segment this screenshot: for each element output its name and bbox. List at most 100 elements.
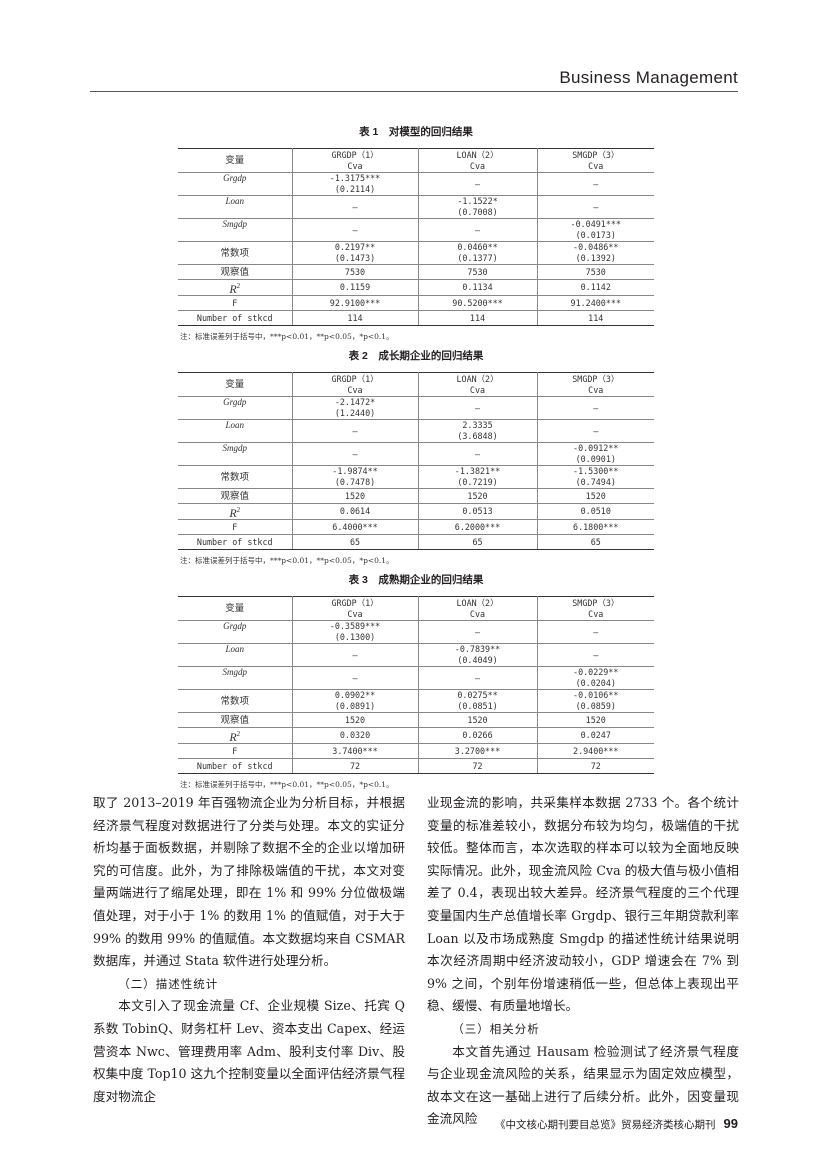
row-label: R2: [178, 503, 293, 520]
table-cell: 6.1800***: [536, 519, 654, 535]
column-header: LOAN（2） Cva: [417, 372, 538, 397]
table-cell: –: [291, 666, 419, 690]
paragraph: 业现金流的影响，共采集样本数据 2733 个。各个统计变量的标准差较小，数据分布…: [427, 795, 739, 1014]
table-cell: 0.1134: [417, 279, 538, 296]
r-squared-label: R: [229, 281, 237, 296]
table-caption: 表 3 成熟期企业的回归结果: [348, 574, 484, 586]
table-cell: 7530: [291, 264, 419, 280]
journal-section-title: Business Management: [559, 68, 738, 87]
table-cell: -1.5300** (0.7494): [536, 465, 654, 489]
row-label: Grgdp: [178, 620, 293, 644]
column-header: GRGDP（1） Cva: [291, 596, 419, 621]
table-cell: –: [417, 396, 538, 420]
column-header: SMGDP（3） Cva: [536, 596, 654, 621]
table-row: Smgdp – – -0.0229** (0.0204): [178, 666, 654, 690]
row-label: Grgdp: [178, 396, 293, 420]
table-cell: 3.7400***: [291, 743, 419, 759]
row-label: Number of stkcd: [178, 534, 293, 550]
table-cell: -1.3821** (0.7219): [417, 465, 538, 489]
table-cell: 1520: [417, 488, 538, 504]
table-row: Smgdp – – -0.0912** (0.0901): [178, 442, 654, 466]
row-label: F: [178, 519, 293, 535]
table-cell: -0.7839** (0.4049): [417, 643, 538, 667]
table-row: Loan – -1.1522* (0.7008) –: [178, 195, 654, 219]
column-header: 变量: [178, 148, 293, 173]
table-cell: -0.0912** (0.0901): [536, 442, 654, 466]
table-row: 观察值 1520 1520 1520: [178, 488, 654, 504]
table-cell: 0.0510: [536, 503, 654, 520]
table-cell: –: [417, 666, 538, 690]
regression-table: 变量 GRGDP（1） Cva LOAN（2） Cva SMGDP（3） Cva Grg…: [178, 596, 654, 774]
superscript: 2: [236, 281, 241, 290]
row-label: R2: [178, 727, 293, 744]
table-row: 常数项 0.0902** (0.0891) 0.0275** (0.0851) -0.…: [178, 689, 654, 713]
table-cell: 0.0320: [291, 727, 419, 744]
table-row: R2 0.1159 0.1134 0.1142: [178, 279, 654, 296]
table-cell: –: [291, 643, 419, 667]
table-3: 表 3 成熟期企业的回归结果变量 GRGDP（1） Cva LOAN（2） Cva S…: [178, 572, 654, 790]
table-row: 观察值 7530 7530 7530: [178, 264, 654, 280]
table-cell: -0.0229** (0.0204): [536, 666, 654, 690]
table-cell: -1.1522* (0.7008): [417, 195, 538, 219]
column-header: LOAN（2） Cva: [417, 596, 538, 621]
table-row: 常数项 -1.9874** (0.7478) -1.3821** (0.7219) -…: [178, 465, 654, 489]
footer-journal-note: 《中文核心期刊要目总览》贸易经济类核心期刊: [495, 1119, 716, 1131]
column-header: LOAN（2） Cva: [417, 148, 538, 173]
table-cell: 65: [536, 534, 654, 550]
header-rule: [90, 91, 738, 92]
row-label: Number of stkcd: [178, 310, 293, 326]
table-cell: 72: [417, 758, 538, 774]
table-cell: -0.0486** (0.1392): [536, 241, 654, 265]
table-cell: 0.2197** (0.1473): [291, 241, 419, 265]
section-heading: （三）相关分析: [452, 1021, 540, 1036]
row-label: Loan: [178, 643, 293, 667]
table-cell: –: [536, 195, 654, 219]
paragraph: 本文引入了现金流量 Cf、企业规模 Size、托宾 Q 系数 TobinQ、财务…: [93, 998, 405, 1104]
row-label: 常数项: [178, 465, 293, 489]
row-label: Number of stkcd: [178, 758, 293, 774]
table-cell: 1520: [536, 712, 654, 728]
regression-table: 变量 GRGDP（1） Cva LOAN（2） Cva SMGDP（3） Cva Grg…: [178, 148, 654, 326]
row-label: 常数项: [178, 689, 293, 713]
table-note: 注：标准误差列于括号中，***p<0.01，**p<0.05，*p<0.1。: [180, 332, 394, 341]
table-row: Number of stkcd 65 65 65: [178, 534, 654, 550]
row-label: 观察值: [178, 488, 293, 504]
row-label: Loan: [178, 195, 293, 219]
table-cell: –: [536, 396, 654, 420]
table-row: Grgdp -0.3589*** (0.1300) – –: [178, 620, 654, 644]
table-cell: 0.0614: [291, 503, 419, 520]
body-column-right: 业现金流的影响，共采集样本数据 2733 个。各个统计变量的标准差较小，数据分布…: [427, 792, 739, 1131]
table-row: Smgdp – – -0.0491*** (0.0173): [178, 218, 654, 242]
table-cell: -0.0491*** (0.0173): [536, 218, 654, 242]
table-caption: 表 1 对模型的回归结果: [359, 126, 473, 138]
row-label: F: [178, 295, 293, 311]
table-cell: 91.2400***: [536, 295, 654, 311]
table-cell: -1.3175*** (0.2114): [291, 172, 419, 196]
superscript: 2: [236, 505, 241, 514]
table-caption: 表 2 成长期企业的回归结果: [348, 350, 484, 362]
table-cell: –: [536, 643, 654, 667]
table-cell: 6.2000***: [417, 519, 538, 535]
table-cell: 0.0513: [417, 503, 538, 520]
header-row: 变量 GRGDP（1） Cva LOAN（2） Cva SMGDP（3） Cva: [178, 596, 654, 621]
table-cell: 0.1142: [536, 279, 654, 296]
row-label: 观察值: [178, 264, 293, 280]
table-cell: 0.0247: [536, 727, 654, 744]
r-squared-label: R: [229, 505, 237, 520]
table-cell: -0.0106** (0.0859): [536, 689, 654, 713]
row-label: Loan: [178, 419, 293, 443]
table-cell: 6.4000***: [291, 519, 419, 535]
row-label: F: [178, 743, 293, 759]
table-row: 观察值 1520 1520 1520: [178, 712, 654, 728]
table-cell: 0.0460** (0.1377): [417, 241, 538, 265]
paragraph: 本文首先通过 Hausam 检验测试了经济景气程度与企业现金流风险的关系，结果显…: [427, 1043, 739, 1127]
table-cell: 114: [291, 310, 419, 326]
table-cell: 7530: [417, 264, 538, 280]
header-row: 变量 GRGDP（1） Cva LOAN（2） Cva SMGDP（3） Cva: [178, 372, 654, 397]
row-label: Smgdp: [178, 442, 293, 466]
table-2: 表 2 成长期企业的回归结果变量 GRGDP（1） Cva LOAN（2） Cva S…: [178, 348, 654, 566]
table-cell: –: [417, 620, 538, 644]
table-1: 表 1 对模型的回归结果变量 GRGDP（1） Cva LOAN（2） Cva SMG…: [178, 124, 654, 342]
row-label: 常数项: [178, 241, 293, 265]
table-cell: 1520: [291, 712, 419, 728]
